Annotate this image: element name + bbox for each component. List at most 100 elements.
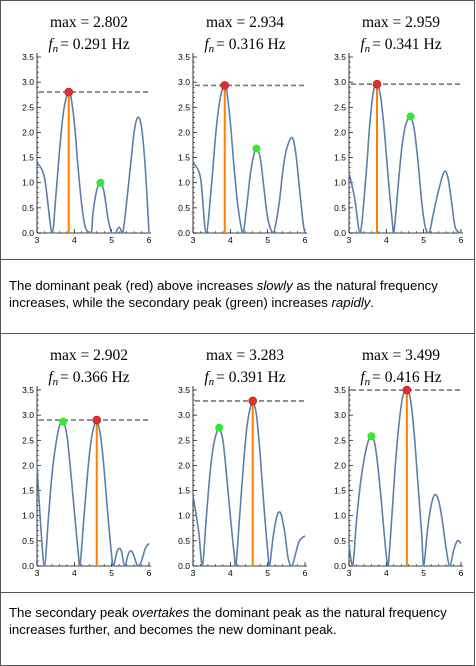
x-tick-label: 4 xyxy=(228,235,233,245)
secondary-peak-marker xyxy=(59,417,68,426)
fn-value: = 0.341 Hz xyxy=(372,36,442,53)
y-tick-label: 3.0 xyxy=(334,77,346,87)
y-tick-label: 3.5 xyxy=(334,52,346,62)
caption: The dominant peak (red) above increases … xyxy=(9,277,468,311)
y-tick-label: 2.5 xyxy=(334,102,346,112)
caption-emphasis: slowly xyxy=(256,278,293,293)
x-tick-label: 3 xyxy=(347,235,352,245)
y-tick-label: 1.0 xyxy=(22,178,34,188)
caption-line-1: The dominant peak (red) above increases … xyxy=(9,277,468,294)
line-chart: max = 2.959 fn = 0.341 Hz 0.0 0.5 1.0 1.5 2.0 2.… xyxy=(334,14,463,245)
y-tick-label: 2.5 xyxy=(178,102,190,112)
dominant-peak-marker xyxy=(220,81,230,90)
y-tick-label: 2.5 xyxy=(22,102,34,112)
fn-symbol: f xyxy=(360,369,367,386)
y-tick-label: 1.0 xyxy=(22,511,34,521)
x-tick-label: 6 xyxy=(303,235,308,245)
chart-title-max: max = 2.802 xyxy=(50,14,128,31)
y-tick-label: 2.0 xyxy=(178,460,190,470)
caption-line-1: The secondary peak overtakes the dominan… xyxy=(9,604,468,621)
x-tick-label: 6 xyxy=(459,568,464,578)
x-tick-label: 4 xyxy=(384,235,389,245)
y-tick-label: 3.0 xyxy=(22,410,34,420)
chart-title-max: max = 3.283 xyxy=(206,347,284,364)
chart-slot: max = 2.959 fn = 0.341 Hz 0.0 0.5 1.0 1.5 2.0 2.… xyxy=(315,5,471,261)
fn-symbol: f xyxy=(204,369,211,386)
y-tick-label: 1.0 xyxy=(334,511,346,521)
y-tick-label: 1.5 xyxy=(178,153,190,163)
x-tick-label: 6 xyxy=(147,568,152,578)
y-tick-label: 3.0 xyxy=(178,410,190,420)
fn-symbol: f xyxy=(48,36,55,53)
dominant-peak-marker xyxy=(402,385,412,395)
y-tick-label: 0.0 xyxy=(334,228,346,238)
y-tick-label: 2.0 xyxy=(334,460,346,470)
panel-divider xyxy=(1,259,474,260)
fn-value: = 0.316 Hz xyxy=(216,36,286,53)
y-tick-label: 1.0 xyxy=(334,178,346,188)
response-curve xyxy=(348,83,462,234)
y-tick-label: 1.5 xyxy=(22,486,34,496)
line-chart: max = 2.802 fn = 0.291 Hz 0.0 0.5 1.0 1.5 2.0 2.… xyxy=(22,14,151,245)
chart-slot: max = 3.499 fn = 0.416 Hz 0.0 0.5 1.0 1.5 2.0 2.… xyxy=(315,338,471,594)
panel-divider xyxy=(1,592,474,593)
response-curve xyxy=(192,84,306,234)
response-curve xyxy=(192,399,306,567)
fn-value: = 0.391 Hz xyxy=(216,369,286,386)
chart-title-max: max = 2.934 xyxy=(206,14,284,31)
y-tick-label: 0.0 xyxy=(22,228,34,238)
x-tick-label: 4 xyxy=(384,568,389,578)
x-tick-label: 4 xyxy=(228,568,233,578)
y-tick-label: 3.5 xyxy=(22,385,34,395)
secondary-peak-marker xyxy=(367,432,376,441)
y-tick-label: 3.5 xyxy=(178,385,190,395)
y-tick-label: 0.0 xyxy=(22,561,34,571)
caption-text: increases, while the secondary peak (gre… xyxy=(9,295,332,310)
y-tick-label: 0.5 xyxy=(178,536,190,546)
secondary-peak-marker xyxy=(252,144,261,153)
caption-text: as the natural frequency xyxy=(292,278,438,293)
response-curve xyxy=(36,90,150,234)
y-tick-label: 2.0 xyxy=(22,460,34,470)
caption-text: The dominant peak (red) above increases xyxy=(9,278,257,293)
caption-text: . xyxy=(370,295,375,310)
dominant-peak-marker xyxy=(248,396,258,406)
y-tick-label: 0.0 xyxy=(334,561,346,571)
caption: The secondary peak overtakes the dominan… xyxy=(9,604,468,638)
comparison-panel-1: max = 2.802 fn = 0.291 Hz 0.0 0.5 1.0 1.5 2.0 2.… xyxy=(0,0,475,334)
fn-value: = 0.291 Hz xyxy=(60,36,130,53)
y-tick-label: 3.0 xyxy=(22,77,34,87)
fn-subscript: n xyxy=(365,376,371,388)
fn-subscript: n xyxy=(209,376,215,388)
y-tick-label: 3.5 xyxy=(178,52,190,62)
y-tick-label: 0.5 xyxy=(178,203,190,213)
y-tick-label: 1.5 xyxy=(334,486,346,496)
x-tick-label: 5 xyxy=(265,235,270,245)
y-tick-label: 0.5 xyxy=(22,203,34,213)
fn-symbol: f xyxy=(48,369,55,386)
x-tick-label: 5 xyxy=(265,568,270,578)
caption-text: the dominant peak as the natural frequen… xyxy=(189,605,447,620)
x-tick-label: 4 xyxy=(72,235,77,245)
x-tick-label: 3 xyxy=(35,568,40,578)
chart-title-max: max = 3.499 xyxy=(362,347,440,364)
y-tick-label: 3.5 xyxy=(334,385,346,395)
chart-title-fn: fn = 0.341 Hz xyxy=(360,36,441,55)
x-tick-label: 3 xyxy=(191,235,196,245)
y-tick-label: 0.5 xyxy=(334,536,346,546)
fn-subscript: n xyxy=(209,43,215,55)
fn-subscript: n xyxy=(53,376,59,388)
response-curve xyxy=(348,388,462,567)
caption-emphasis: overtakes xyxy=(132,605,190,620)
y-tick-label: 1.0 xyxy=(178,511,190,521)
caption-text: The secondary peak xyxy=(9,605,133,620)
chart-title-fn: fn = 0.391 Hz xyxy=(204,369,285,388)
y-tick-label: 0.5 xyxy=(22,536,34,546)
line-chart: max = 2.902 fn = 0.366 Hz 0.0 0.5 1.0 1.5 2.0 2.… xyxy=(22,347,152,578)
x-tick-label: 6 xyxy=(303,568,308,578)
fn-symbol: f xyxy=(204,36,211,53)
chart-slot: max = 3.283 fn = 0.391 Hz 0.0 0.5 1.0 1.5 2.0 2.… xyxy=(159,338,315,594)
chart-title-fn: fn = 0.316 Hz xyxy=(204,36,285,55)
caption-line-2: increases, while the secondary peak (gre… xyxy=(9,294,468,311)
response-curve xyxy=(36,418,150,567)
